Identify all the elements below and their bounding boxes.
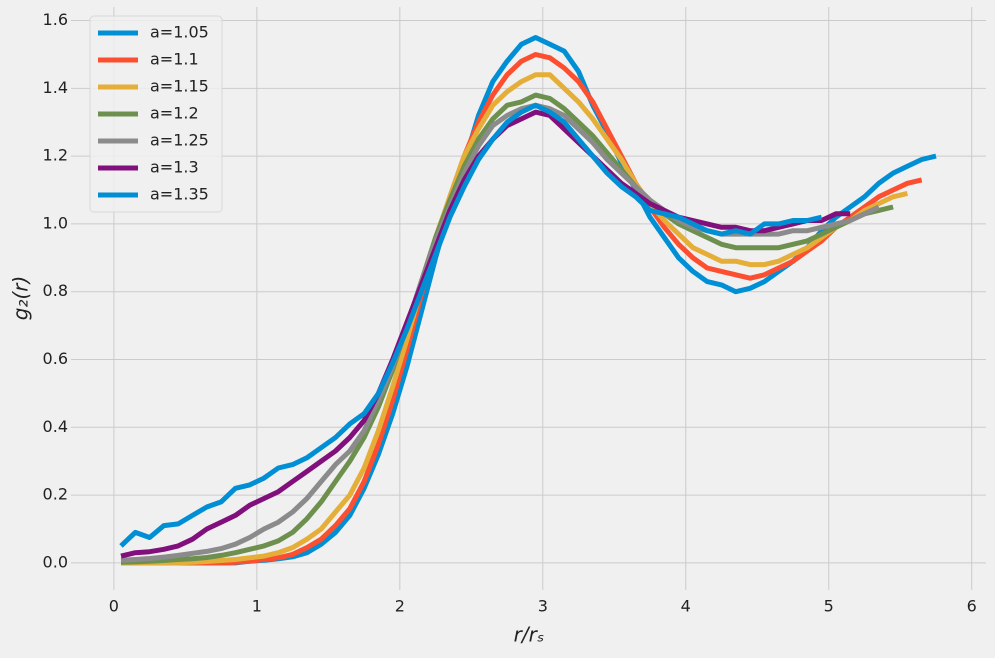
x-tick-label: 4 xyxy=(681,597,691,616)
y-tick-label: 0.4 xyxy=(43,417,68,436)
legend-label: a=1.05 xyxy=(150,23,209,42)
y-tick-label: 0.8 xyxy=(43,281,68,300)
legend: a=1.05 a=1.1 a=1.15 a=1.2 a=1.25 a=1.3 a=1.35 xyxy=(89,15,223,213)
y-tick-label: 0.6 xyxy=(43,349,68,368)
y-tick-label: 1.2 xyxy=(43,146,68,165)
legend-label: a=1.25 xyxy=(150,131,209,150)
series-line xyxy=(120,92,894,565)
series-line xyxy=(121,52,923,566)
legend-label: a=1.2 xyxy=(150,104,199,123)
y-tick-label: 1.4 xyxy=(43,78,68,97)
y-tick-label: 0.2 xyxy=(43,485,68,504)
legend-label: a=1.1 xyxy=(150,50,199,69)
x-tick-label: 3 xyxy=(538,597,548,616)
x-tick-label: 0 xyxy=(109,597,119,616)
y-tick-label: 0.0 xyxy=(43,552,68,571)
legend-box xyxy=(89,15,223,213)
series-line xyxy=(121,72,908,566)
series-line xyxy=(120,109,851,559)
legend-label: a=1.35 xyxy=(150,185,209,204)
legend-label: a=1.3 xyxy=(150,158,199,177)
series-line xyxy=(119,102,823,548)
x-axis-label: r/rₛ xyxy=(514,623,545,647)
x-tick-label: 5 xyxy=(824,597,834,616)
y-tick-label: 1.0 xyxy=(43,213,68,232)
y-axis-label: g₂(r) xyxy=(9,276,33,321)
x-tick-label: 1 xyxy=(252,597,262,616)
x-tick-label: 2 xyxy=(395,597,405,616)
x-tick-label: 6 xyxy=(967,597,977,616)
legend-label: a=1.15 xyxy=(150,77,209,96)
y-tick-label: 1.6 xyxy=(43,10,68,29)
